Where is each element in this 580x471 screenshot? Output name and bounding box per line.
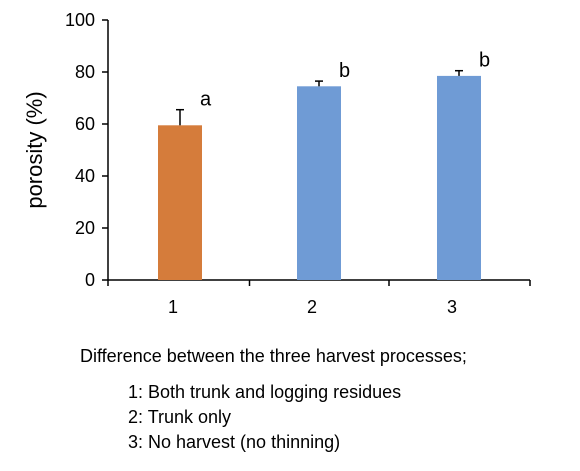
y-axis-title: porosity (%) xyxy=(22,91,47,208)
x-tick-label-3: 3 xyxy=(447,297,457,317)
category-legend-item-2: 2: Trunk only xyxy=(128,407,232,427)
bars xyxy=(158,69,481,281)
x-tick-label-2: 2 xyxy=(307,297,317,317)
bar-3 xyxy=(437,75,481,281)
y-tick-label: 60 xyxy=(75,114,95,134)
significance-letter-1: a xyxy=(200,89,212,111)
y-tick-label: 100 xyxy=(65,10,95,30)
bar-chart: 0 20 40 60 80 100 porosity (%) a 1 b 2 b 3 xyxy=(22,10,531,317)
y-tick-label: 20 xyxy=(75,218,95,238)
axes: 0 20 40 60 80 100 porosity (%) xyxy=(22,10,531,290)
y-tick-label: 40 xyxy=(75,166,95,186)
labels: a 1 b 2 b 3 xyxy=(168,50,490,317)
category-legend: 1: Both trunk and logging residues 2: Tr… xyxy=(128,380,401,455)
significance-letter-2: b xyxy=(339,60,350,82)
category-legend-item-1: 1: Both trunk and logging residues xyxy=(128,382,402,402)
bar-1 xyxy=(158,125,202,280)
y-tick-label: 80 xyxy=(75,62,95,82)
x-tick-label-1: 1 xyxy=(168,297,178,317)
notes-caption: Difference between the three harvest pro… xyxy=(80,346,467,366)
category-legend-item-3: 3: No harvest (no thinning) xyxy=(128,432,341,452)
y-tick-label: 0 xyxy=(85,270,95,290)
significance-letter-3: b xyxy=(479,50,490,72)
bar-2 xyxy=(297,86,341,280)
